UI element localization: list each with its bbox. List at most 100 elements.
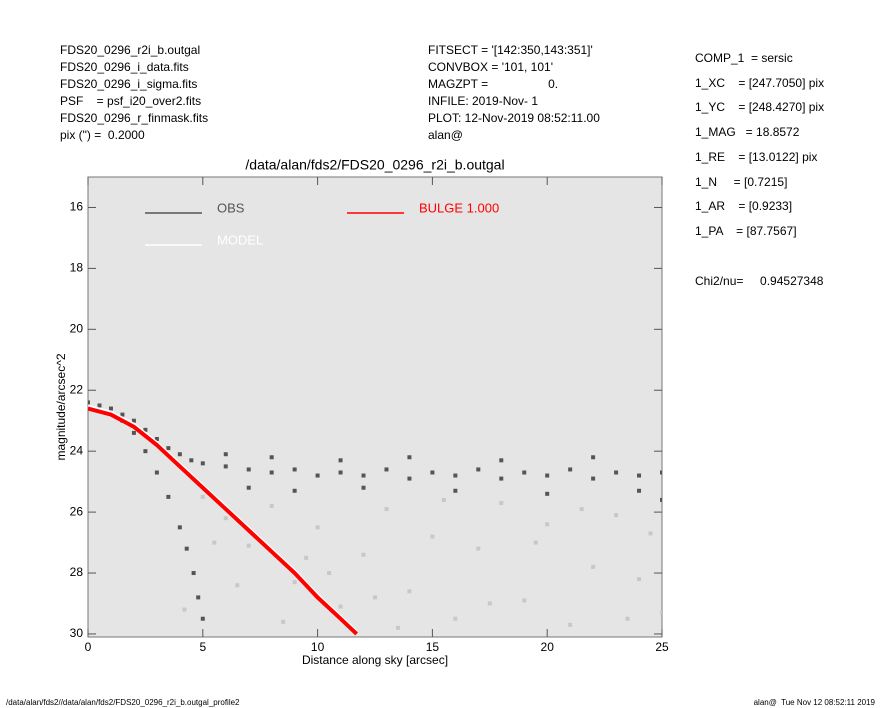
data-point	[143, 449, 148, 454]
legend-label: BULGE 1.000	[419, 200, 499, 215]
header-line: 1_XC = [247.7050] pix	[695, 75, 825, 90]
data-point	[522, 470, 527, 475]
data-point	[453, 473, 458, 478]
data-point	[223, 464, 228, 469]
data-point	[108, 406, 113, 411]
data-point	[568, 622, 573, 627]
data-point	[614, 470, 619, 475]
data-point	[177, 525, 182, 530]
data-point	[269, 455, 274, 460]
x-tick-label: 25	[655, 640, 669, 654]
data-point	[591, 455, 596, 460]
data-point	[430, 470, 435, 475]
data-point	[131, 430, 136, 435]
data-point	[545, 491, 550, 496]
data-point	[637, 473, 642, 478]
data-point	[533, 540, 538, 545]
header-line: MAGZPT = 0.	[428, 77, 559, 91]
data-point	[373, 595, 377, 600]
data-point	[476, 467, 481, 472]
data-point	[579, 507, 584, 512]
header-right: COMP_1 = sersic 1_XC = [247.7050] pix 1_YC…	[695, 46, 824, 244]
data-point	[166, 494, 171, 499]
data-point	[246, 467, 251, 472]
y-axis-label: magnitude/arcsec^2	[54, 353, 68, 460]
data-point	[304, 555, 309, 560]
header-line: FDS20_0296_r_finmask.fits	[60, 111, 209, 125]
header-line: INFILE: 2019-Nov- 1	[428, 94, 539, 108]
data-point	[191, 571, 196, 576]
model-line	[88, 406, 359, 636]
data-point	[361, 485, 366, 490]
data-point	[235, 583, 240, 588]
data-point	[292, 580, 297, 585]
legend-label: MODEL	[217, 232, 263, 247]
header-line: PLOT: 12-Nov-2019 08:52:11.00	[428, 111, 600, 125]
chart-title: /data/alan/fds2/FDS20_0296_r2i_b.outgal	[245, 157, 504, 173]
y-tick-label: 18	[70, 261, 84, 275]
y-tick-label: 20	[70, 321, 84, 335]
plot-marks	[88, 400, 662, 636]
data-point	[499, 500, 504, 505]
data-point	[338, 458, 343, 463]
data-point	[395, 625, 400, 630]
data-point	[177, 452, 182, 457]
data-point	[200, 616, 205, 621]
data-point	[522, 598, 527, 603]
y-tick-label: 28	[70, 565, 84, 579]
data-point	[88, 400, 90, 405]
data-point	[441, 497, 446, 502]
data-point	[315, 525, 320, 530]
data-point	[660, 470, 662, 475]
data-point	[196, 595, 201, 600]
data-point	[269, 470, 274, 475]
data-point	[327, 571, 332, 576]
y-tick-label: 26	[70, 504, 84, 518]
data-point	[660, 497, 662, 502]
header-line: COMP_1 = sersic	[695, 51, 793, 65]
y-tick-label: 22	[70, 382, 84, 396]
data-point	[407, 455, 412, 460]
data-point	[430, 534, 435, 539]
data-point	[384, 507, 389, 512]
y-tick-label: 16	[70, 200, 84, 214]
x-tick-label: 15	[426, 640, 440, 654]
data-point	[292, 488, 297, 493]
data-point	[591, 564, 596, 569]
x-tick-label: 0	[85, 640, 92, 654]
data-point	[361, 552, 366, 557]
header-line: 1_MAG = 18.8572	[695, 125, 800, 140]
header-line: FDS20_0296_i_data.fits	[60, 60, 189, 74]
header-line: pix (") = 0.2000	[60, 128, 145, 142]
data-point	[269, 504, 274, 509]
data-point	[200, 494, 205, 499]
data-point	[568, 467, 573, 472]
header-middle: FITSECT = '[142:350,143:351]' CONVBOX = '…	[428, 42, 600, 144]
data-point	[223, 452, 228, 457]
chart: /data/alan/fds2/FDS20_0296_r2i_b.outgal …	[54, 157, 669, 667]
data-point	[407, 476, 412, 481]
data-point	[625, 616, 630, 621]
header-line: CONVBOX = '101, 101'	[428, 60, 553, 74]
data-point	[545, 522, 550, 527]
data-point	[189, 458, 194, 463]
data-point	[315, 473, 320, 478]
header-line: alan@	[428, 128, 463, 142]
data-point	[281, 619, 286, 624]
footer-left: /data/alan/fds2//data/alan/fds2/FDS20_02…	[6, 698, 240, 707]
data-point	[384, 467, 389, 472]
header-left: FDS20_0296_r2i_b.outgal FDS20_0296_i_data…	[60, 42, 208, 144]
data-point	[200, 461, 205, 466]
data-point	[246, 543, 251, 548]
data-point	[120, 412, 125, 417]
data-point	[154, 436, 159, 441]
plot-area	[87, 176, 663, 638]
data-point	[154, 470, 159, 475]
data-point	[637, 577, 642, 582]
data-point	[453, 488, 458, 493]
data-point	[166, 446, 171, 451]
data-point	[545, 473, 550, 478]
data-point	[660, 610, 662, 615]
data-point	[476, 546, 481, 551]
